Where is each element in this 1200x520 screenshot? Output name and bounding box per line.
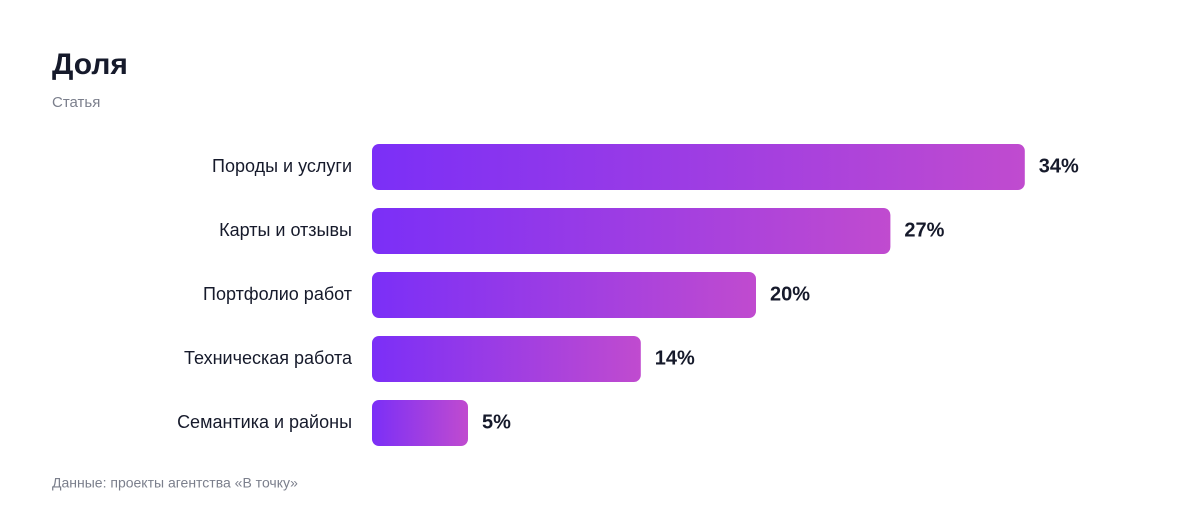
chart-subtitle: Статья bbox=[52, 94, 100, 111]
bar bbox=[372, 400, 468, 446]
source-note: Данные: проекты агентства «В точку» bbox=[52, 475, 298, 491]
chart-title: Доля bbox=[52, 48, 128, 81]
value-label: 5% bbox=[482, 411, 511, 433]
value-label: 27% bbox=[904, 219, 944, 241]
category-label: Портфолио работ bbox=[203, 284, 352, 304]
value-label: 20% bbox=[770, 283, 810, 305]
category-label: Породы и услуги bbox=[212, 156, 352, 176]
category-label: Семантика и районы bbox=[177, 412, 352, 432]
value-label: 14% bbox=[655, 347, 695, 369]
bar bbox=[372, 336, 641, 382]
bar bbox=[372, 208, 891, 254]
category-label: Карты и отзывы bbox=[219, 220, 352, 240]
bar bbox=[372, 144, 1025, 190]
category-label: Техническая работа bbox=[184, 348, 353, 368]
value-label: 34% bbox=[1039, 155, 1079, 177]
bar bbox=[372, 272, 756, 318]
